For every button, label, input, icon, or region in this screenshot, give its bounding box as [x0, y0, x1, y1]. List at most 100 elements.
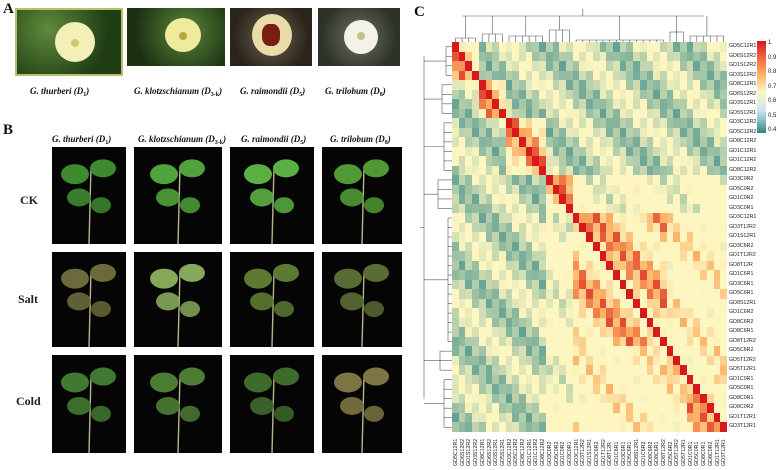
heatmap-cell [612, 384, 620, 395]
heatmap-cell [572, 61, 580, 71]
heatmap-cell [498, 184, 506, 195]
heatmap-cell [700, 374, 708, 385]
heatmap-cell [700, 384, 708, 395]
heatmap-cell [612, 403, 620, 414]
heatmap-cell [452, 289, 459, 300]
heatmap-cell [458, 156, 466, 166]
heatmap-cell [713, 175, 721, 185]
heatmap-cell [720, 118, 728, 128]
heatmap-cell [720, 127, 728, 138]
heatmap-cell [673, 222, 681, 233]
heatmap-cell [659, 241, 667, 252]
heatmap-cell [552, 184, 560, 195]
heatmap-cell [659, 308, 667, 319]
heatmap-cell [713, 384, 721, 395]
heatmap-cell [653, 298, 661, 309]
heatmap-cell [519, 194, 527, 204]
heatmap-cell [465, 51, 473, 62]
heatmap-cell [559, 184, 567, 195]
heatmap-cell [599, 70, 607, 81]
heatmap-cell [639, 422, 647, 433]
heatmap-cell [659, 137, 667, 147]
heatmap-cell [639, 298, 647, 309]
heatmap-cell [586, 194, 594, 204]
heatmap-cell [579, 412, 587, 423]
heatmap-cell [505, 403, 513, 414]
heatmap-cell [566, 355, 574, 366]
heatmap-cell [572, 279, 580, 290]
heatmap-cell [720, 365, 728, 376]
heatmap-cell [579, 241, 587, 252]
heatmap-cell [693, 327, 701, 338]
heatmap-cell [686, 384, 694, 395]
heatmap-cell [693, 127, 701, 138]
heatmap-cell [659, 184, 667, 195]
heatmap-cell [700, 156, 708, 166]
heatmap-cell [492, 99, 500, 109]
heatmap-row-label: GD3S12R1 [729, 100, 757, 107]
heatmap-cell [673, 203, 681, 214]
heatmap-cell [458, 260, 466, 271]
heatmap-cell [720, 137, 728, 147]
heatmap-cell [519, 298, 527, 309]
heatmap-cell [505, 317, 513, 328]
heatmap-cell [458, 165, 466, 176]
heatmap-cell [532, 80, 540, 90]
heatmap-cell [633, 260, 641, 271]
heatmap-cell [579, 384, 587, 395]
heatmap-cell [472, 70, 480, 81]
heatmap-cell [686, 403, 694, 414]
heatmap-cell [700, 393, 708, 404]
heatmap-cell [666, 89, 674, 100]
heatmap-cell [458, 393, 466, 404]
heatmap-cell [465, 213, 473, 224]
heatmap-cell [606, 70, 614, 81]
heatmap-cell [465, 365, 473, 376]
heatmap-cell [659, 89, 667, 100]
heatmap-cell [599, 346, 607, 357]
heatmap-cell [673, 327, 681, 338]
heatmap-cell [700, 184, 708, 195]
heatmap-cell [545, 165, 553, 176]
heatmap-cell [452, 175, 459, 185]
heatmap-cell [458, 108, 466, 119]
heatmap-cell [498, 194, 506, 204]
heatmap-cell [525, 251, 533, 262]
heatmap-cell [619, 61, 627, 71]
heatmap-cell [519, 346, 527, 357]
heatmap-cell [545, 194, 553, 204]
heatmap-cell [646, 222, 654, 233]
heatmap-cell [532, 346, 540, 357]
heatmap-cell [512, 127, 520, 138]
heatmap-cell [633, 251, 641, 262]
heatmap-col-label: GD1T12R2 [600, 439, 607, 466]
heatmap-cell [458, 99, 466, 109]
heatmap-cell [492, 61, 500, 71]
heatmap-cell [666, 184, 674, 195]
heatmap-cell [653, 80, 661, 90]
heatmap-cell [592, 412, 600, 423]
heatmap-cell [458, 336, 466, 347]
heatmap-cell [653, 317, 661, 328]
heatmap-cell [519, 165, 527, 176]
heatmap-cell [700, 260, 708, 271]
heatmap-cell [458, 137, 466, 147]
heatmap-cell [452, 336, 459, 347]
correlation-heatmap [452, 42, 728, 433]
heatmap-cell [465, 346, 473, 357]
heatmap-cell [646, 327, 654, 338]
heatmap-cell [539, 298, 547, 309]
heatmap-col-label: GD8T12R2 [660, 439, 667, 466]
heatmap-cell [532, 270, 540, 281]
heatmap-cell [666, 118, 674, 128]
heatmap-cell [639, 70, 647, 81]
heatmap-cell [519, 384, 527, 395]
heatmap-cell [472, 184, 480, 195]
heatmap-cell [713, 61, 721, 71]
heatmap-cell [512, 175, 520, 185]
heatmap-cell [720, 289, 728, 300]
heatmap-cell [485, 99, 493, 109]
heatmap-cell [545, 118, 553, 128]
heatmap-cell [626, 384, 634, 395]
heatmap-cell [452, 127, 459, 138]
